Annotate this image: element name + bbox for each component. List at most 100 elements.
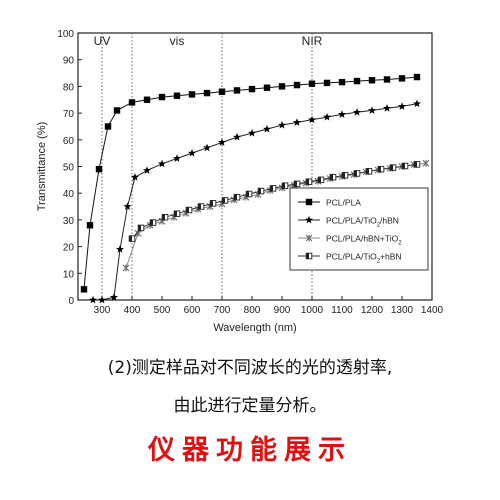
data-point: [422, 159, 430, 167]
data-point: [308, 115, 316, 124]
data-point: [95, 165, 103, 173]
data-point: [257, 187, 265, 195]
y-tick-label: 40: [63, 189, 75, 200]
region-label: vis: [170, 34, 185, 48]
data-point: [263, 124, 271, 133]
legend-item: PCL/PLA: [298, 198, 361, 208]
data-point: [131, 172, 139, 181]
data-point: [116, 245, 124, 253]
data-point: [128, 235, 136, 242]
data-point: [413, 99, 421, 108]
caption-line-2: 由此进行定量分析。: [173, 396, 327, 416]
y-tick-label: 80: [63, 82, 75, 93]
data-point: [218, 138, 226, 146]
data-point: [123, 202, 132, 210]
data-point: [122, 264, 130, 272]
y-tick-label: 20: [63, 243, 75, 254]
series-4: [128, 161, 421, 242]
data-point: [104, 123, 112, 130]
y-tick-label: 100: [57, 29, 74, 40]
series-2: [89, 99, 421, 304]
data-point: [293, 81, 301, 89]
data-point: [89, 295, 97, 304]
data-point: [197, 203, 205, 210]
data-point: [401, 162, 409, 170]
data-point: [185, 206, 193, 214]
legend-marker: [305, 198, 313, 206]
data-point: [305, 178, 313, 185]
data-point: [137, 224, 145, 232]
data-point: [143, 96, 151, 103]
legend-label: PCL/PLA: [326, 198, 361, 208]
data-point: [338, 110, 346, 118]
x-tick-label: 500: [154, 305, 171, 316]
x-axis-label: Wavelength (nm): [213, 322, 296, 334]
y-tick-label: 0: [68, 296, 74, 307]
data-point: [413, 161, 421, 168]
data-point: [278, 120, 286, 129]
legend-item: PCL/PLA/TiO2+hBN: [298, 252, 402, 265]
data-point: [203, 143, 211, 152]
data-point: [377, 165, 385, 173]
data-point: [233, 87, 241, 94]
data-point: [413, 73, 421, 81]
data-point: [173, 92, 181, 99]
data-point: [188, 148, 196, 157]
caption-line-1: (2)测定样品对不同波长的光的透射率,: [107, 358, 393, 378]
data-point: [188, 91, 196, 98]
data-point: [353, 170, 361, 177]
data-point: [329, 173, 337, 181]
y-tick-label: 50: [63, 163, 75, 174]
data-point: [248, 128, 256, 137]
data-point: [218, 88, 226, 95]
data-point: [365, 168, 373, 175]
x-tick-label: 1400: [421, 305, 444, 316]
x-tick-label: 700: [214, 305, 231, 316]
series-1: [80, 73, 421, 293]
data-point: [383, 76, 391, 83]
legend-marker: [305, 234, 313, 242]
legend-marker: [305, 215, 313, 224]
y-tick-label: 90: [63, 56, 75, 67]
region-label: NIR: [302, 34, 323, 48]
y-tick-label: 10: [63, 269, 75, 280]
data-point: [158, 93, 166, 101]
data-point: [173, 154, 181, 162]
data-point: [383, 104, 391, 112]
data-point: [149, 219, 157, 226]
data-point: [293, 180, 301, 188]
data-point: [341, 172, 349, 179]
data-point: [281, 182, 289, 189]
legend: PCL/PLA PCL/PLA/TiO2/hBN PCL/PLA/hBN+TiO2 P…: [289, 187, 429, 271]
data-point: [86, 222, 94, 229]
legend-label: PCL/PLA/TiO2+hBN: [326, 252, 402, 265]
data-point: [173, 210, 181, 218]
data-point: [263, 84, 271, 91]
data-point: [113, 107, 121, 114]
data-point: [269, 185, 277, 192]
x-tick-label: 1100: [331, 305, 353, 316]
data-point: [317, 176, 325, 184]
data-point: [389, 164, 397, 171]
x-tick-label: 300: [94, 305, 111, 316]
x-tick-label: 1300: [391, 305, 414, 316]
data-point: [278, 83, 286, 90]
data-point: [353, 108, 361, 116]
transmittance-chart: UV vis NIR 0 10 20 30 40 50 60 70 80 90 100 300 400 500 6…: [36, 29, 444, 334]
data-point: [161, 213, 169, 221]
region-label: UV: [94, 34, 111, 48]
data-point: [158, 159, 166, 168]
y-tick-label: 60: [63, 136, 75, 147]
data-point: [293, 118, 301, 126]
y-tick-label: 70: [63, 109, 75, 120]
x-tick-label: 600: [184, 305, 201, 316]
data-point: [203, 89, 211, 97]
data-point: [323, 112, 331, 121]
data-point: [80, 286, 88, 293]
data-point: [308, 80, 316, 87]
data-point: [143, 166, 151, 174]
legend-item: PCL/PLA/hBN+TiO2: [298, 234, 402, 247]
data-point: [368, 106, 376, 114]
data-point: [245, 190, 253, 198]
x-tick-label: 900: [274, 305, 291, 316]
